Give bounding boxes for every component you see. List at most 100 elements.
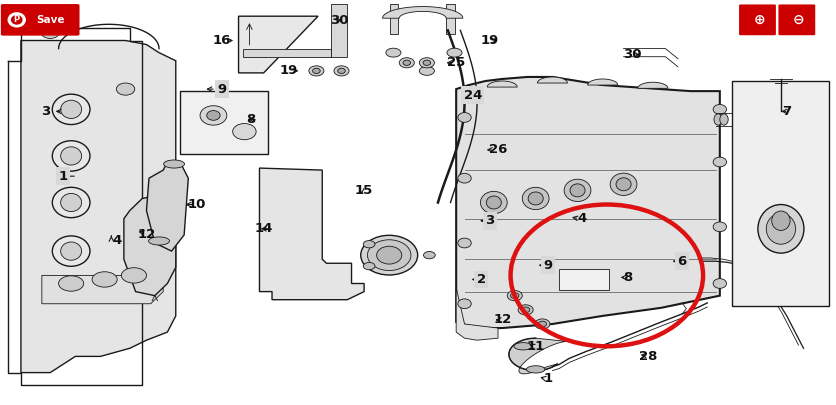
Ellipse shape	[116, 83, 135, 95]
Ellipse shape	[457, 113, 471, 122]
Ellipse shape	[200, 106, 227, 125]
Ellipse shape	[517, 305, 533, 315]
Bar	[558, 269, 609, 290]
Text: 3: 3	[484, 214, 494, 227]
Text: 30: 30	[329, 14, 348, 27]
Text: 11: 11	[526, 340, 544, 353]
Ellipse shape	[53, 187, 90, 218]
FancyBboxPatch shape	[1, 4, 79, 36]
Ellipse shape	[92, 272, 117, 287]
Ellipse shape	[563, 179, 590, 201]
Ellipse shape	[363, 262, 375, 270]
Ellipse shape	[422, 60, 430, 66]
Ellipse shape	[367, 240, 410, 271]
Text: 1: 1	[59, 170, 67, 183]
Ellipse shape	[313, 68, 319, 74]
Ellipse shape	[534, 319, 549, 329]
Text: 16: 16	[212, 34, 231, 47]
Ellipse shape	[712, 279, 726, 288]
Text: 12: 12	[492, 313, 511, 326]
Text: 15: 15	[354, 184, 373, 197]
Ellipse shape	[206, 111, 220, 120]
Ellipse shape	[446, 48, 461, 57]
Ellipse shape	[41, 26, 59, 38]
Ellipse shape	[403, 60, 410, 66]
Text: Save: Save	[36, 15, 64, 25]
Text: 8: 8	[246, 113, 256, 126]
Polygon shape	[238, 16, 318, 73]
Polygon shape	[330, 4, 347, 57]
Ellipse shape	[399, 58, 414, 68]
Ellipse shape	[53, 236, 90, 266]
Ellipse shape	[334, 66, 349, 76]
Ellipse shape	[765, 213, 795, 244]
Text: 8: 8	[622, 271, 632, 284]
Ellipse shape	[712, 104, 726, 114]
Polygon shape	[487, 81, 517, 87]
Ellipse shape	[53, 94, 90, 125]
Text: 25: 25	[446, 56, 465, 69]
Ellipse shape	[121, 268, 146, 283]
Text: 6: 6	[676, 255, 686, 268]
Polygon shape	[446, 4, 455, 34]
Text: 2: 2	[477, 273, 485, 286]
Polygon shape	[42, 255, 163, 304]
Ellipse shape	[59, 276, 84, 291]
FancyBboxPatch shape	[738, 4, 775, 35]
FancyBboxPatch shape	[777, 4, 814, 35]
Polygon shape	[537, 77, 567, 83]
Ellipse shape	[376, 246, 401, 264]
Text: 9: 9	[217, 83, 226, 96]
Ellipse shape	[337, 68, 344, 74]
Ellipse shape	[385, 48, 400, 57]
Polygon shape	[390, 4, 398, 34]
Ellipse shape	[521, 307, 529, 313]
Polygon shape	[456, 288, 497, 340]
Text: 9: 9	[543, 259, 552, 272]
Ellipse shape	[149, 237, 169, 245]
Ellipse shape	[569, 184, 584, 197]
Ellipse shape	[719, 114, 727, 125]
Text: 30: 30	[622, 48, 640, 61]
Ellipse shape	[61, 100, 82, 119]
Ellipse shape	[308, 66, 324, 76]
Text: 14: 14	[254, 222, 273, 235]
Ellipse shape	[457, 173, 471, 183]
Text: 4: 4	[112, 234, 122, 247]
Polygon shape	[456, 77, 719, 328]
Ellipse shape	[712, 157, 726, 167]
Ellipse shape	[53, 141, 90, 171]
Ellipse shape	[615, 178, 630, 191]
Ellipse shape	[61, 194, 82, 211]
Text: 7: 7	[782, 105, 790, 118]
Text: 4: 4	[576, 212, 586, 225]
Ellipse shape	[757, 205, 803, 253]
Text: P: P	[13, 15, 20, 24]
Text: 19: 19	[480, 34, 498, 47]
Polygon shape	[587, 79, 617, 85]
Text: 19: 19	[279, 64, 298, 77]
Text: 3: 3	[41, 105, 51, 118]
Polygon shape	[508, 338, 567, 374]
Ellipse shape	[480, 192, 507, 214]
Bar	[732, 81, 828, 306]
Text: 10: 10	[187, 198, 206, 211]
Ellipse shape	[771, 211, 789, 230]
Polygon shape	[382, 6, 462, 18]
Ellipse shape	[8, 12, 26, 28]
Polygon shape	[21, 40, 176, 373]
Polygon shape	[124, 194, 176, 296]
Ellipse shape	[232, 124, 256, 140]
Polygon shape	[242, 49, 330, 57]
Ellipse shape	[363, 241, 375, 248]
Ellipse shape	[360, 235, 417, 275]
Ellipse shape	[522, 187, 548, 210]
Ellipse shape	[423, 252, 435, 259]
Ellipse shape	[457, 238, 471, 248]
Ellipse shape	[526, 366, 544, 373]
Polygon shape	[259, 168, 364, 300]
Text: 26: 26	[488, 143, 507, 156]
Ellipse shape	[609, 173, 636, 196]
Ellipse shape	[712, 222, 726, 232]
Text: 28: 28	[639, 350, 657, 363]
